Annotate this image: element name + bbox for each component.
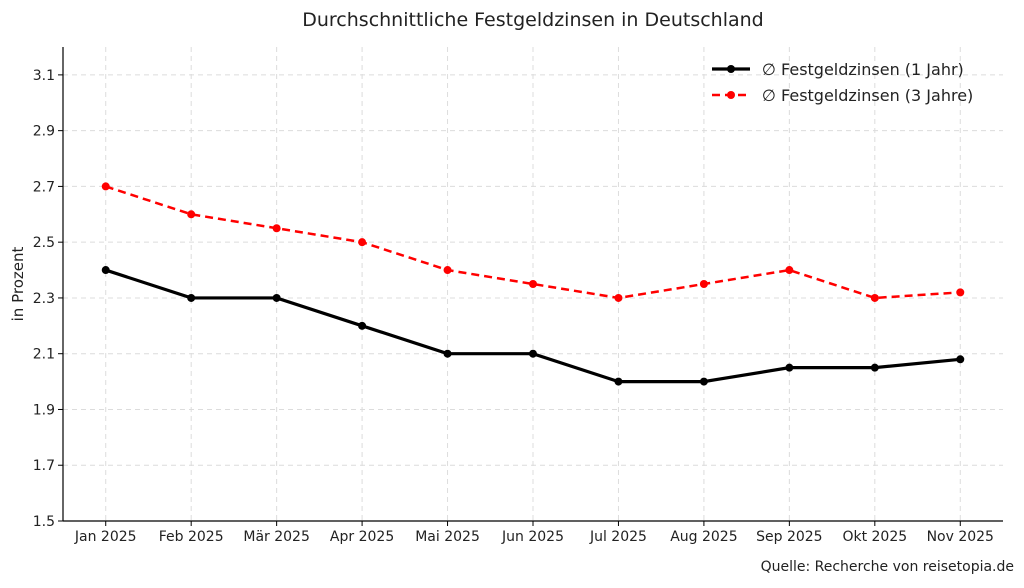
legend-label: ∅ Festgeldzinsen (1 Jahr) [762, 60, 964, 79]
legend-label: ∅ Festgeldzinsen (3 Jahre) [762, 86, 973, 105]
data-point [272, 224, 281, 233]
data-point [785, 266, 794, 275]
data-point [870, 363, 879, 372]
x-tick-label: Mär 2025 [243, 529, 310, 545]
data-point [699, 377, 708, 386]
series-line [105, 185, 961, 300]
source-note: Quelle: Recherche von reisetopia.de [761, 559, 1014, 575]
y-tick-label: 1.7 [33, 458, 55, 474]
y-axis-label: in Prozent [9, 247, 27, 322]
data-point [529, 349, 537, 358]
data-point [443, 349, 452, 358]
y-tick-label: 2.7 [33, 179, 55, 195]
data-point [956, 288, 965, 297]
y-tick-label: 2.5 [33, 235, 55, 251]
chart-title: Durchschnittliche Festgeldzinsen in Deut… [302, 9, 764, 31]
x-tick-label: Sep 2025 [756, 529, 822, 545]
data-point [443, 266, 452, 275]
legend-marker [727, 91, 735, 99]
data-point [614, 293, 623, 302]
data-point [187, 293, 196, 302]
y-tick-label: 1.9 [33, 402, 55, 418]
y-tick-label: 1.5 [33, 514, 55, 530]
x-tick-label: Mai 2025 [415, 529, 480, 545]
y-tick-label: 2.3 [33, 291, 55, 307]
data-point [529, 280, 537, 288]
y-tick-label: 2.9 [33, 124, 55, 140]
x-tick-label: Aug 2025 [670, 529, 737, 545]
data-point [956, 355, 965, 364]
data-point [870, 293, 879, 302]
data-point [614, 377, 623, 386]
data-point [101, 182, 110, 191]
legend-marker [727, 65, 735, 73]
legend: ∅ Festgeldzinsen (1 Jahr) ∅ Festgeldzinse… [712, 60, 973, 105]
data-point [272, 293, 281, 302]
data-point [187, 210, 196, 219]
x-tick-label: Jul 2025 [589, 529, 647, 545]
x-tick-label: Okt 2025 [842, 529, 907, 545]
data-point [785, 363, 794, 372]
data-point [358, 321, 367, 330]
data-point [358, 238, 367, 247]
x-tick-label: Apr 2025 [330, 529, 394, 545]
y-tick-label: 2.1 [33, 347, 55, 363]
data-point [699, 280, 708, 288]
x-tick-label: Feb 2025 [159, 529, 224, 545]
data-point [101, 266, 110, 275]
x-tick-label: Jun 2025 [501, 529, 564, 545]
y-tick-label: 3.1 [33, 68, 55, 84]
x-tick-label: Nov 2025 [927, 529, 994, 545]
x-tick-label: Jan 2025 [74, 529, 137, 545]
